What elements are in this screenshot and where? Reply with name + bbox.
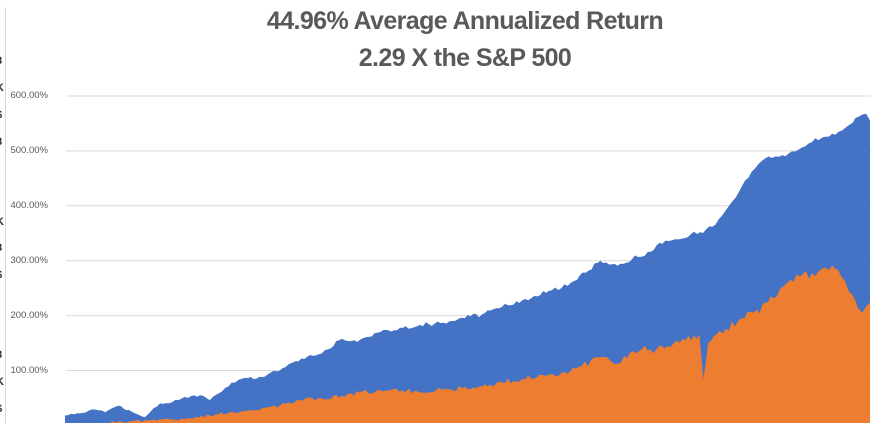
y-axis-tick-label: 400.00% [10,199,48,211]
y-axis-tick-label: 100.00% [10,364,48,376]
y-axis-tick-label: 200.00% [10,309,48,321]
area-series-orange [76,265,870,423]
clipped-glyph: 8 [0,350,2,361]
chart-title-line1: 44.96% Average Annualized Return [266,7,664,35]
y-axis-tick-label: 500.00% [10,144,48,156]
clipped-glyph: $ [0,270,2,281]
clipped-glyph: K [0,83,4,94]
clipped-glyph: 8 [0,136,2,148]
clipped-glyph: 8 [0,243,2,254]
clipped-glyph: $ [0,403,2,415]
clipped-glyph: K [0,216,4,228]
y-axis-tick-label: 300.00% [10,254,48,266]
left-edge-artifacts: ({8K$8({K8$({8K$ [0,0,4,423]
chart-title: 44.96% Average Annualized Return 2.29 X … [50,3,880,77]
chart-title-line2: 2.29 X the S&P 500 [358,44,572,72]
area-series-blue [65,113,870,423]
y-axis-tick-label: 600.00% [10,90,48,101]
clipped-glyph: K [0,376,4,388]
clipped-glyph: 8 [0,56,2,67]
clipped-glyph: $ [0,109,2,121]
left-edge-divider [5,7,6,423]
y-axis: 600.00% 500.00% 400.00% 300.00% 200.00% 100.0… [0,0,60,423]
